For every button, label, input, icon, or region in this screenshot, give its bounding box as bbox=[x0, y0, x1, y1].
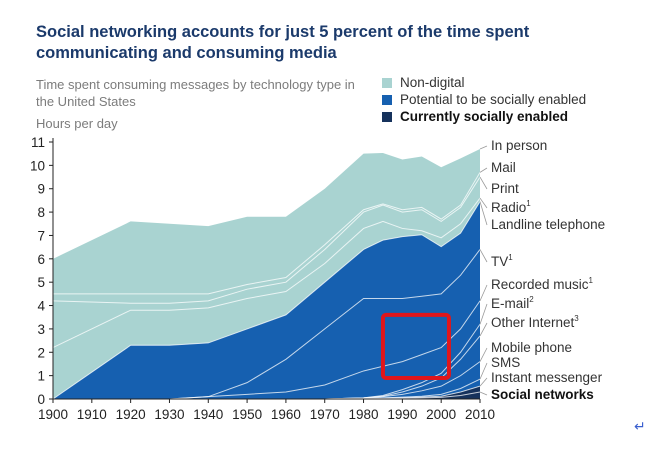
return-icon: ↵ bbox=[634, 418, 646, 434]
y-tick-label: 8 bbox=[37, 205, 45, 220]
leader-line bbox=[479, 303, 488, 325]
series-label-footnote: 3 bbox=[574, 314, 579, 323]
y-axis-units: Hours per day bbox=[36, 116, 118, 131]
x-tick-label: 1980 bbox=[349, 407, 379, 422]
x-tick-label: 1900 bbox=[38, 407, 68, 422]
x-tick-label: 1970 bbox=[310, 407, 340, 422]
x-tick-label: 1930 bbox=[154, 407, 184, 422]
legend-label-current: Currently socially enabled bbox=[400, 109, 569, 124]
leader-line bbox=[479, 391, 488, 396]
legend-item-non-digital: Non-digital bbox=[382, 74, 586, 91]
series-label: Social networks bbox=[491, 387, 594, 402]
x-tick-label: 1920 bbox=[116, 407, 146, 422]
legend-swatch-non-digital bbox=[382, 77, 392, 88]
y-tick-label: 11 bbox=[31, 135, 45, 150]
x-tick-label: 2000 bbox=[426, 407, 456, 422]
series-label: In person bbox=[491, 138, 547, 153]
y-tick-label: 5 bbox=[37, 275, 45, 290]
series-label: Mobile phone bbox=[491, 340, 572, 355]
y-tick-label: 9 bbox=[37, 182, 45, 197]
highlight-box bbox=[380, 312, 451, 380]
leader-line bbox=[479, 284, 488, 302]
leader-line bbox=[479, 167, 488, 173]
leader-line bbox=[479, 377, 488, 387]
series-label: Recorded music1 bbox=[491, 276, 594, 292]
y-tick-label: 4 bbox=[37, 299, 45, 314]
chart-subtitle: Time spent consuming messages by technol… bbox=[36, 77, 355, 109]
leader-line bbox=[479, 347, 488, 362]
y-tick-label: 6 bbox=[37, 252, 45, 267]
y-tick-label: 2 bbox=[37, 345, 45, 360]
series-label-footnote: 1 bbox=[508, 253, 513, 262]
series-label: E-mail2 bbox=[491, 295, 534, 311]
legend-item-potential: Potential to be socially enabled bbox=[382, 91, 586, 108]
series-label-footnote: 1 bbox=[589, 276, 594, 285]
leader-line bbox=[479, 362, 488, 380]
series-label-footnote: 2 bbox=[529, 295, 534, 304]
legend-item-current: Currently socially enabled bbox=[382, 108, 586, 125]
x-tick-label: 1990 bbox=[387, 407, 417, 422]
series-label: SMS bbox=[491, 355, 520, 370]
boundary-line-landline-telephone bbox=[52, 201, 481, 400]
y-tick-label: 3 bbox=[37, 322, 45, 337]
y-tick-label: 1 bbox=[37, 369, 45, 384]
legend-swatch-current bbox=[382, 111, 392, 122]
boundary-line-print bbox=[52, 176, 481, 304]
y-tick-label: 7 bbox=[37, 228, 45, 243]
legend-label-non-digital: Non-digital bbox=[400, 75, 465, 90]
series-label: Print bbox=[491, 181, 519, 196]
leader-line bbox=[479, 249, 488, 263]
boundary-line-mail bbox=[53, 172, 481, 295]
series-label: Landline telephone bbox=[491, 217, 605, 232]
series-label: TV1 bbox=[491, 253, 513, 269]
leader-line bbox=[479, 176, 488, 190]
boundary-line-radio bbox=[52, 197, 481, 349]
leader-line bbox=[479, 145, 488, 150]
legend-label-potential: Potential to be socially enabled bbox=[400, 92, 587, 107]
leader-line bbox=[479, 322, 488, 337]
leader-line bbox=[479, 201, 488, 226]
legend-swatch-potential bbox=[382, 94, 392, 105]
series-label: Other Internet3 bbox=[491, 314, 579, 330]
chart-title: Social networking accounts for just 5 pe… bbox=[36, 23, 530, 62]
y-tick-label: 0 bbox=[37, 392, 45, 407]
area-non-digital bbox=[53, 149, 480, 399]
y-tick-label: 10 bbox=[30, 158, 45, 173]
x-tick-label: 1910 bbox=[77, 407, 107, 422]
series-label-footnote: 1 bbox=[526, 199, 531, 208]
x-tick-label: 1960 bbox=[271, 407, 301, 422]
x-tick-label: 1940 bbox=[193, 407, 223, 422]
leader-line bbox=[479, 197, 488, 209]
series-label: Instant messenger bbox=[491, 370, 603, 385]
x-tick-label: 1950 bbox=[232, 407, 262, 422]
legend: Non-digital Potential to be socially ena… bbox=[382, 74, 586, 125]
area-potentially-socially-enabled bbox=[53, 201, 480, 399]
series-label: Mail bbox=[491, 160, 516, 175]
series-label: Radio1 bbox=[491, 199, 531, 215]
x-tick-label: 2010 bbox=[465, 407, 495, 422]
